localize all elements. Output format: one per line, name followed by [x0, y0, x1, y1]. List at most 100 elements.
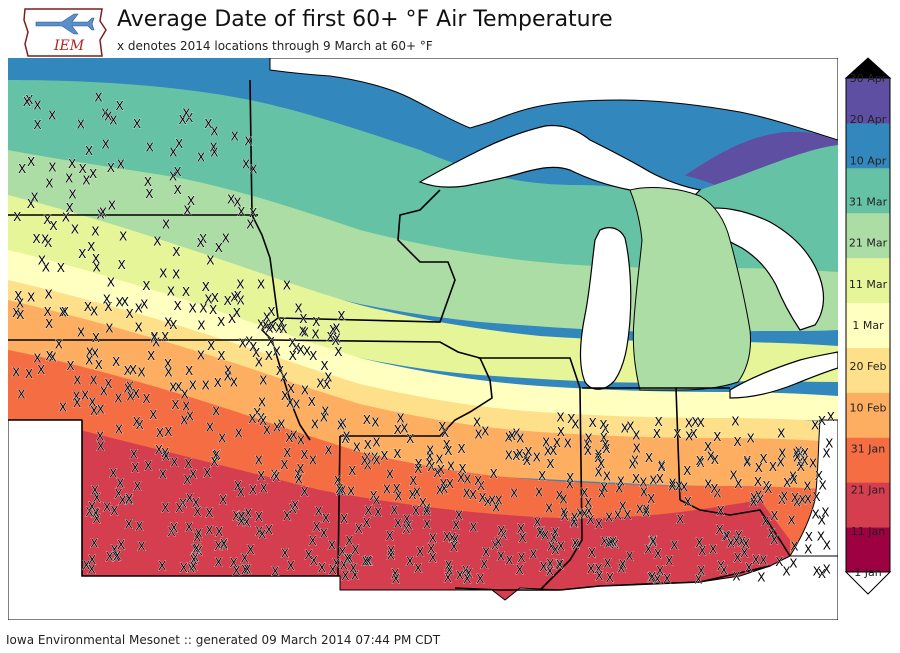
station-marker: X	[125, 492, 133, 506]
station-marker: X	[745, 561, 753, 575]
station-marker: X	[135, 301, 143, 315]
station-marker: X	[252, 346, 260, 360]
station-marker: X	[246, 218, 254, 232]
station-marker: X	[663, 572, 671, 586]
station-marker: X	[691, 415, 699, 429]
station-marker: X	[276, 364, 284, 378]
station-marker: X	[371, 416, 379, 430]
station-marker: X	[594, 448, 602, 462]
station-marker: X	[595, 569, 603, 583]
station-marker: X	[787, 514, 795, 528]
station-marker: X	[561, 509, 569, 523]
station-marker: X	[185, 364, 193, 378]
station-marker: X	[440, 482, 448, 496]
station-marker: X	[33, 99, 41, 113]
station-marker: X	[90, 404, 98, 418]
station-marker: X	[805, 530, 813, 544]
station-marker: X	[292, 341, 300, 355]
station-marker: X	[205, 506, 213, 520]
station-marker: X	[213, 448, 221, 462]
station-marker: X	[324, 371, 332, 385]
station-marker: X	[690, 427, 698, 441]
station-marker: X	[392, 572, 400, 586]
station-marker: X	[570, 515, 578, 529]
station-marker: X	[405, 519, 413, 533]
station-marker: X	[329, 563, 337, 577]
station-marker: X	[265, 322, 273, 336]
station-marker: X	[607, 536, 615, 550]
station-marker: X	[497, 550, 505, 564]
station-marker: X	[105, 321, 113, 335]
station-marker: X	[187, 562, 195, 576]
station-marker: X	[494, 535, 502, 549]
station-marker: X	[287, 559, 295, 573]
station-marker: X	[793, 450, 801, 464]
station-marker: X	[626, 419, 634, 433]
station-marker: X	[184, 457, 192, 471]
station-marker: X	[230, 556, 238, 570]
station-marker: X	[403, 513, 411, 527]
station-marker: X	[249, 483, 257, 497]
station-marker: X	[117, 538, 125, 552]
station-marker: X	[707, 450, 715, 464]
station-marker: X	[541, 529, 549, 543]
station-marker: X	[550, 531, 558, 545]
station-marker: X	[372, 494, 380, 508]
station-marker: X	[212, 449, 220, 463]
station-marker: X	[174, 183, 182, 197]
station-marker: X	[169, 145, 177, 159]
station-marker: X	[747, 432, 755, 446]
station-marker: X	[628, 457, 636, 471]
station-marker: X	[117, 158, 125, 172]
station-marker: X	[91, 484, 99, 498]
station-marker: X	[88, 563, 96, 577]
station-marker: X	[12, 366, 20, 380]
station-marker: X	[445, 564, 453, 578]
station-marker: X	[386, 468, 394, 482]
station-marker: X	[546, 457, 554, 471]
station-marker: X	[505, 449, 513, 463]
station-marker: X	[323, 378, 331, 392]
station-marker: X	[336, 484, 344, 498]
station-marker: X	[149, 408, 157, 422]
station-marker: X	[59, 306, 67, 320]
station-marker: X	[433, 466, 441, 480]
station-marker: X	[142, 279, 150, 293]
station-marker: X	[88, 395, 96, 409]
station-marker: X	[135, 321, 143, 335]
station-marker: X	[271, 565, 279, 579]
station-marker: X	[769, 460, 777, 474]
station-marker: X	[267, 335, 275, 349]
station-marker: X	[396, 412, 404, 426]
station-marker: X	[297, 343, 305, 357]
station-marker: X	[597, 457, 605, 471]
station-marker: X	[175, 501, 183, 515]
station-marker: X	[136, 418, 144, 432]
colorbar-tick-label: 20 Feb	[850, 360, 887, 373]
station-marker: X	[355, 522, 363, 536]
station-marker: X	[228, 312, 236, 326]
station-marker: X	[295, 473, 303, 487]
station-marker: X	[451, 533, 459, 547]
station-marker: X	[313, 520, 321, 534]
station-marker: X	[137, 540, 145, 554]
station-marker: X	[42, 260, 50, 274]
station-marker: X	[825, 437, 833, 451]
station-marker: X	[106, 550, 114, 564]
station-marker: X	[733, 435, 741, 449]
station-marker: X	[447, 460, 455, 474]
station-marker: X	[361, 454, 369, 468]
station-marker: X	[792, 447, 800, 461]
station-marker: X	[77, 326, 85, 340]
station-marker: X	[320, 359, 328, 373]
station-marker: X	[439, 477, 447, 491]
station-marker: X	[257, 469, 265, 483]
station-marker: X	[670, 539, 678, 553]
station-marker: X	[212, 404, 220, 418]
station-marker: X	[255, 525, 263, 539]
station-marker: X	[249, 340, 257, 354]
station-marker: X	[535, 486, 543, 500]
station-marker: X	[144, 175, 152, 189]
station-marker: X	[299, 325, 307, 339]
station-marker: X	[233, 195, 241, 209]
